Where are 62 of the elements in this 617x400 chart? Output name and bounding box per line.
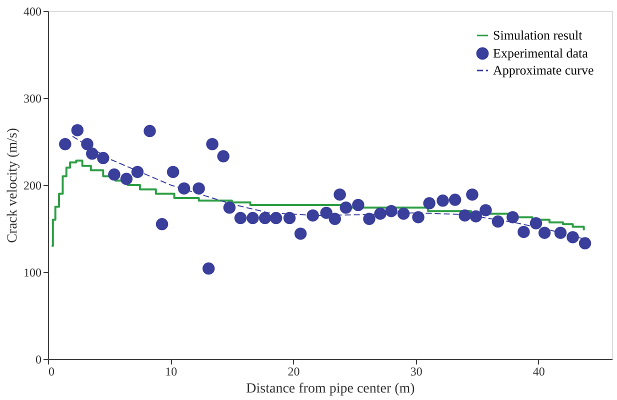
x-tick-label: 0	[48, 364, 54, 378]
point	[144, 124, 156, 138]
point	[470, 210, 482, 222]
x-tick-label: 30	[410, 364, 422, 378]
point	[374, 208, 386, 220]
point	[166, 166, 180, 178]
point	[192, 182, 205, 195]
point	[270, 212, 282, 224]
x-tick-label: 20	[288, 364, 300, 378]
point	[363, 212, 376, 226]
point	[506, 211, 519, 224]
point	[397, 208, 410, 220]
point	[554, 226, 567, 239]
y-tick-label: 100	[24, 266, 42, 280]
x-tick-label: 40	[532, 364, 545, 378]
point	[156, 218, 168, 230]
point	[423, 197, 436, 210]
point	[202, 262, 215, 275]
point	[466, 188, 478, 201]
point	[59, 138, 72, 150]
point	[328, 212, 342, 226]
point	[306, 209, 319, 222]
point	[492, 215, 504, 228]
point	[538, 226, 551, 239]
point	[246, 212, 259, 224]
point	[217, 150, 230, 162]
point	[97, 152, 110, 164]
point	[412, 211, 424, 224]
point	[108, 168, 120, 181]
point	[518, 226, 530, 238]
point	[120, 172, 133, 186]
point	[223, 202, 236, 214]
point	[86, 148, 98, 160]
y-tick-label: 300	[24, 92, 42, 106]
point	[71, 124, 84, 136]
point	[458, 209, 471, 222]
y-axis-title: Crack velocity (m/s)	[6, 128, 20, 244]
point	[234, 212, 247, 224]
point	[178, 182, 190, 195]
x-axis-title: Distance from pipe center (m)	[246, 382, 416, 396]
point	[131, 166, 144, 178]
point	[258, 212, 272, 224]
point	[530, 217, 542, 230]
point	[294, 228, 307, 240]
legend-label: Simulation result	[493, 28, 583, 42]
y-tick-label: 200	[24, 178, 42, 192]
legend-label: Experimental data	[493, 46, 588, 60]
point	[566, 231, 579, 244]
point	[334, 188, 346, 201]
point	[283, 212, 296, 224]
point	[436, 194, 449, 207]
x-tick-label: 10	[165, 364, 178, 378]
point	[578, 237, 592, 250]
point	[448, 194, 462, 206]
point	[352, 198, 364, 212]
y-tick-label: 0	[36, 352, 42, 366]
point	[480, 204, 492, 216]
point	[385, 204, 398, 218]
point	[206, 138, 218, 150]
point	[340, 202, 352, 214]
legend-label: Approximate curve	[493, 62, 594, 78]
y-tick-label: 400	[24, 4, 42, 18]
